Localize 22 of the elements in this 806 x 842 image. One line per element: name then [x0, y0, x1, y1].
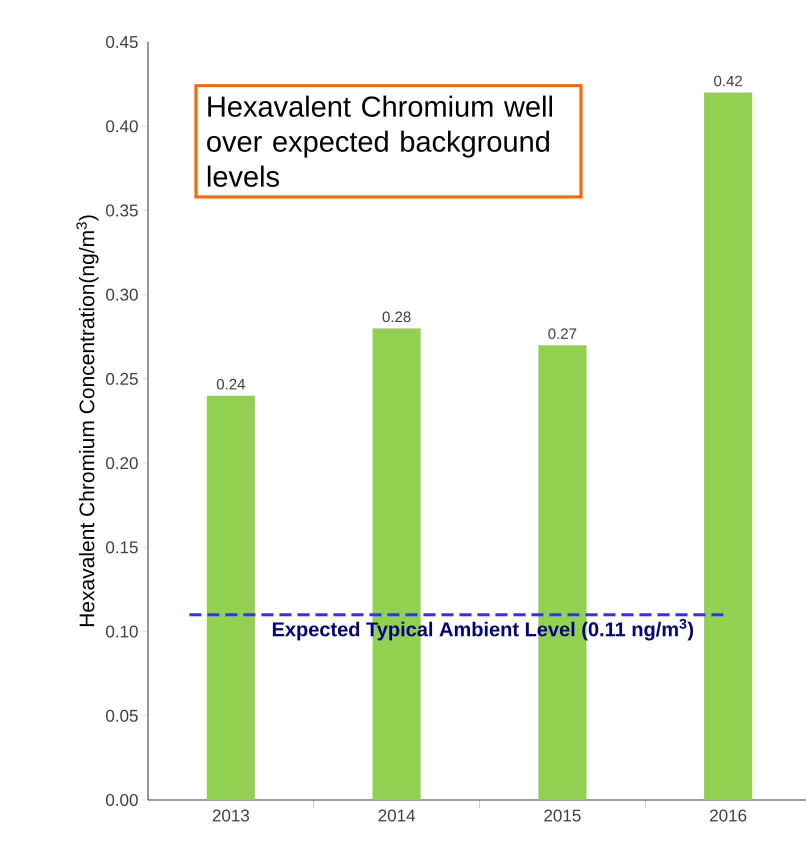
bar — [704, 92, 752, 800]
x-tick-label: 2016 — [710, 810, 746, 822]
x-tick-label: 2013 — [212, 810, 250, 822]
data-label: 0.42 — [714, 76, 742, 86]
bar — [206, 396, 255, 800]
x-tick-label: 2015 — [544, 810, 581, 822]
y-tick-label: 0.40 — [106, 120, 138, 132]
y-tick-label: 0.30 — [106, 288, 138, 301]
x-tick-label: 2014 — [378, 810, 416, 822]
annotation: Hexavalent Chromium well over expected background levels — [207, 96, 552, 187]
y-tick-label: 0.25 — [106, 372, 138, 385]
y-tick-label: 0.05 — [106, 710, 138, 722]
y-tick-label: 0.15 — [106, 541, 138, 554]
y-tick-label: 0.45 — [106, 36, 138, 48]
data-label: 0.24 — [216, 378, 246, 390]
data-label: 0.28 — [382, 312, 411, 322]
y-tick-label: 0.00 — [106, 794, 138, 806]
y-axis-title: Hexavalent Chromium Concentration(ng/m$^{3}$) — [76, 215, 99, 626]
data-label: 0.27 — [548, 328, 576, 339]
y-tick-label: 0.35 — [106, 204, 138, 216]
y-tick-label: 0.20 — [106, 457, 138, 470]
y-tick-label: 0.10 — [106, 626, 138, 638]
